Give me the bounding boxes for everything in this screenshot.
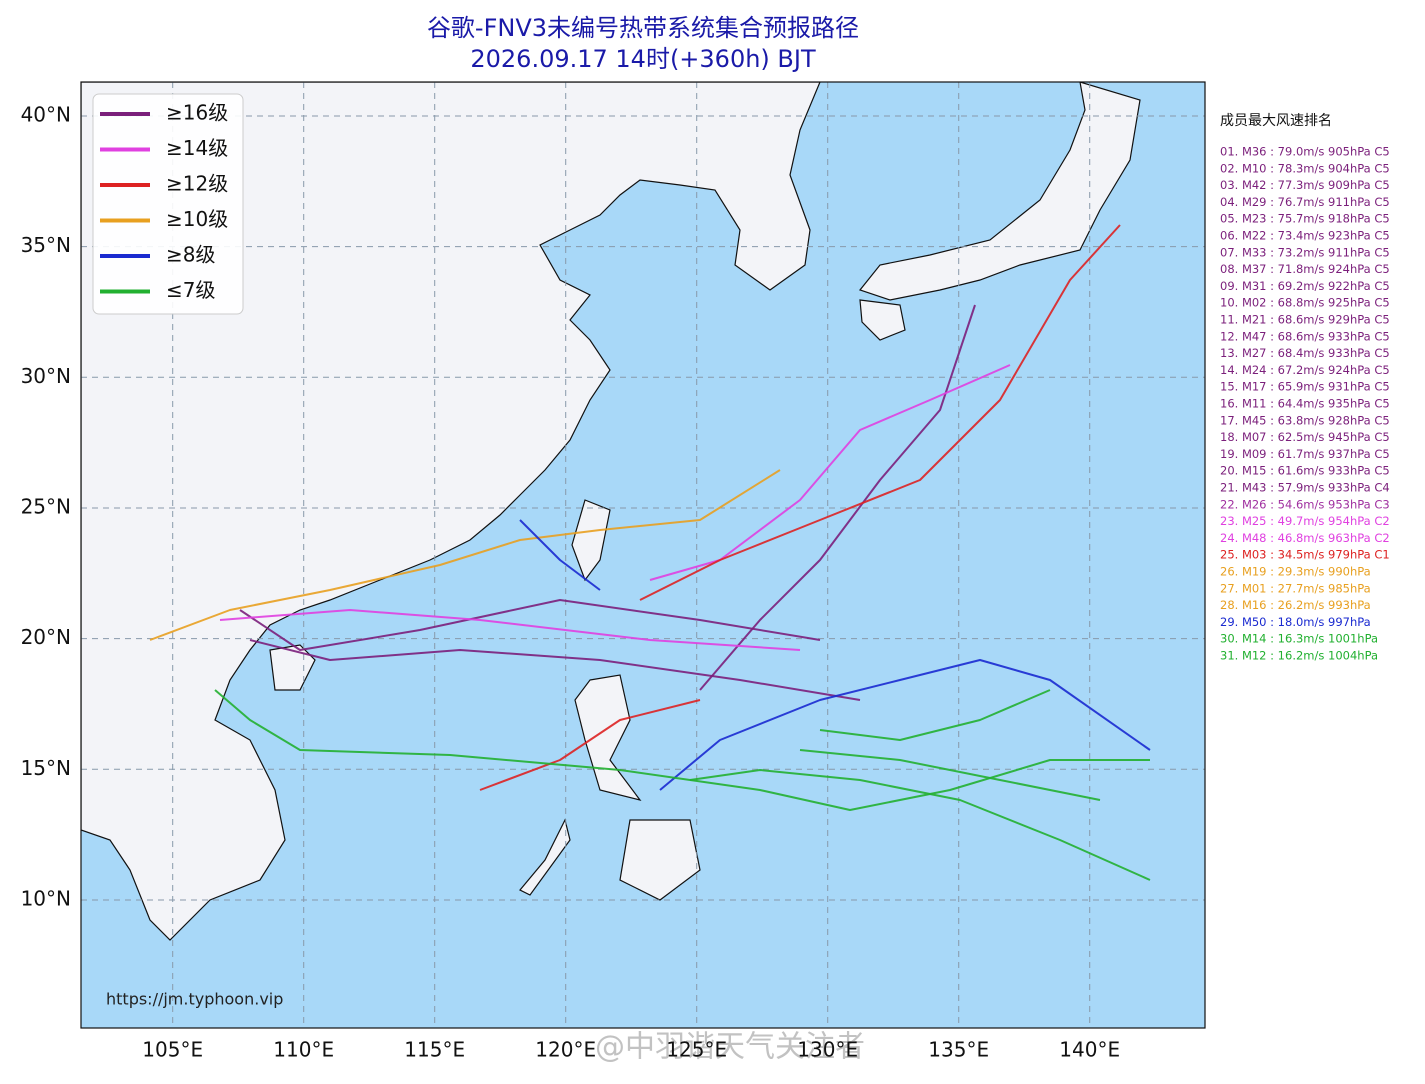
ranking-entry: 15. M17 : 65.9m/s 931hPa C5 [1220,380,1390,394]
ranking-entry: 18. M07 : 62.5m/s 945hPa C5 [1220,430,1390,444]
ranking-entry: 03. M42 : 77.3m/s 909hPa C5 [1220,178,1390,192]
y-tick-label: 15°N [21,756,71,780]
ranking-entry: 31. M12 : 16.2m/s 1004hPa [1220,649,1378,663]
ranking-entry: 16. M11 : 64.4m/s 935hPa C5 [1220,397,1390,411]
x-tick-label: 120°E [535,1038,596,1062]
ranking-entry: 10. M02 : 68.8m/s 925hPa C5 [1220,296,1390,310]
y-tick-label: 35°N [21,233,71,257]
legend-label: ≤7级 [166,278,215,302]
ranking-entry: 19. M09 : 61.7m/s 937hPa C5 [1220,447,1390,461]
ranking-entry: 22. M26 : 54.6m/s 953hPa C3 [1220,497,1390,511]
y-tick-label: 30°N [21,364,71,388]
ranking: 01. M36 : 79.0m/s 905hPa C5 02. M10 : 78.… [1220,145,1390,663]
watermark: @中羽谐天气关注者 [595,1030,865,1065]
legend-label: ≥10级 [166,207,228,231]
subtitle: 2026.09.17 14时(+360h) BJT [470,45,816,73]
x-tick-label: 135°E [928,1038,989,1062]
ranking-entry: 04. M29 : 76.7m/s 911hPa C5 [1220,195,1390,209]
ranking-entry: 01. M36 : 79.0m/s 905hPa C5 [1220,145,1390,159]
legend-label: ≥16级 [166,101,228,125]
ranking-title: 成员最大风速排名 [1220,113,1332,129]
tracks [149,224,1151,881]
ranking-entry: 06. M22 : 73.4m/s 923hPa C5 [1220,229,1390,243]
ranking-entry: 27. M01 : 27.7m/s 985hPa [1220,581,1371,595]
y-tick-label: 40°N [21,102,71,126]
x-tick-label: 130°E [797,1038,858,1062]
x-tick-label: 140°E [1059,1038,1120,1062]
legend-label: ≥14级 [166,136,228,160]
legend: ≥16级 ≥14级 ≥12级 ≥10级 ≥8级 ≤7级 [92,93,244,315]
source: https://jm.typhoon.vip [106,990,283,1009]
ranking-entry: 07. M33 : 73.2m/s 911hPa C5 [1220,245,1390,259]
ranking-entry: 05. M23 : 75.7m/s 918hPa C5 [1220,212,1390,226]
ranking-entry: 12. M47 : 68.6m/s 933hPa C5 [1220,329,1390,343]
ranking-entry: 28. M16 : 26.2m/s 993hPa [1220,598,1371,612]
ranking-entry: 08. M37 : 71.8m/s 924hPa C5 [1220,262,1390,276]
ranking-entry: 20. M15 : 61.6m/s 933hPa C5 [1220,464,1390,478]
ranking-entry: 21. M43 : 57.9m/s 933hPa C4 [1220,481,1390,495]
legend-label: ≥12级 [166,172,228,196]
ranking-entry: 30. M14 : 16.3m/s 1001hPa [1220,632,1378,646]
x-tick-label: 105°E [142,1038,203,1062]
y-tick-label: 10°N [21,886,71,910]
legend-label: ≥8级 [166,243,215,267]
map-frame [80,81,1206,1029]
ranking-entry: 24. M48 : 46.8m/s 963hPa C2 [1220,531,1390,545]
y-tick-label: 20°N [21,625,71,649]
ranking-entry: 23. M25 : 49.7m/s 954hPa C2 [1220,514,1390,528]
ranking-entry: 14. M24 : 67.2m/s 924hPa C5 [1220,363,1390,377]
x-tick-label: 125°E [666,1038,727,1062]
ranking-entry: 11. M21 : 68.6m/s 929hPa C5 [1220,313,1390,327]
title: 谷歌-FNV3未编号热带系统集合预报路径 [427,14,859,42]
ranking-entry: 26. M19 : 29.3m/s 990hPa [1220,565,1371,579]
ranking-entry: 13. M27 : 68.4m/s 933hPa C5 [1220,346,1390,360]
y-tick-label: 25°N [21,494,71,518]
x-tick-label: 115°E [404,1038,465,1062]
ranking-entry: 17. M45 : 63.8m/s 928hPa C5 [1220,413,1390,427]
ranking-entry: 09. M31 : 69.2m/s 922hPa C5 [1220,279,1390,293]
ranking-entry: 25. M03 : 34.5m/s 979hPa C1 [1220,548,1390,562]
ranking-entry: 29. M50 : 18.0m/s 997hPa [1220,615,1371,629]
ranking-entry: 02. M10 : 78.3m/s 904hPa C5 [1220,161,1390,175]
x-tick-label: 110°E [273,1038,334,1062]
